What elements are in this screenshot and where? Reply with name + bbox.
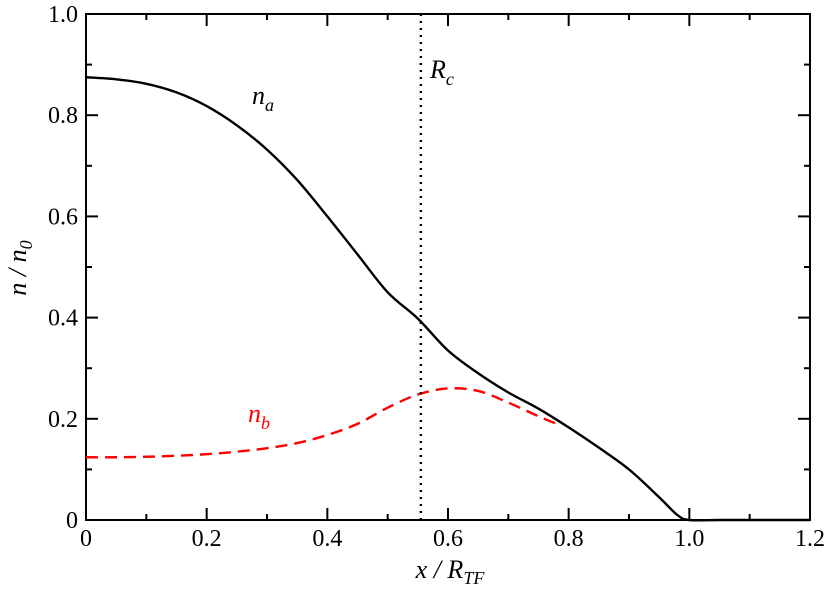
y-tick-label: 0.6 (48, 204, 78, 230)
x-tick-label: 0 (80, 526, 92, 552)
x-tick-label: 0.6 (433, 526, 463, 552)
y-axis-label: n / n0 (3, 240, 36, 295)
y-axis-label-sub: 0 (16, 240, 36, 249)
x-tick-label: 1.2 (795, 526, 825, 552)
ticks (85, 13, 811, 521)
x-tick-label: 0.4 (312, 526, 342, 552)
y-axis-label-base: n / n (3, 249, 32, 295)
series-line-nb (85, 387, 558, 459)
vline-label-rc: Rc (429, 55, 454, 89)
x-tick-label: 0.2 (192, 526, 222, 552)
plot-frame (85, 13, 811, 521)
series-label-na: na (252, 81, 274, 115)
y-tick-label: 0.2 (48, 407, 78, 433)
axes (85, 13, 811, 521)
y-tick-label: 0.8 (48, 103, 78, 129)
y-tick-label: 0 (66, 508, 78, 534)
y-tick-label: 1.0 (48, 2, 78, 28)
series-label-nb: nb (248, 399, 270, 433)
x-tick-label: 1.0 (674, 526, 704, 552)
x-axis-label-sub: TF (463, 568, 485, 588)
series (85, 76, 810, 522)
x-axis-label: x / RTF (415, 555, 486, 588)
x-axis-label-base: x / R (415, 555, 464, 584)
y-tick-label: 0.4 (48, 306, 78, 332)
tick-labels: 0 0.2 0.4 0.6 0.8 1.0 1.2 0 0.2 0.4 0.6 0.8 1.0 (48, 2, 825, 552)
x-tick-label: 0.8 (554, 526, 584, 552)
series-line-na (85, 76, 810, 522)
